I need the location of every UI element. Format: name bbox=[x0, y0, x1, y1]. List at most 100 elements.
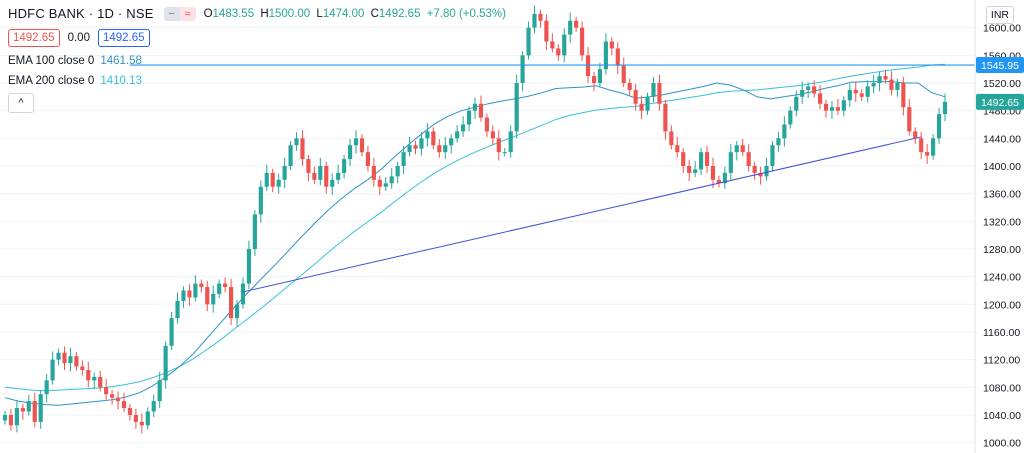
candle bbox=[270, 168, 275, 193]
candle bbox=[704, 145, 710, 173]
candle bbox=[276, 173, 281, 194]
candle bbox=[425, 123, 430, 147]
y-tick-label: 1040.00 bbox=[983, 410, 1021, 422]
minus-icon[interactable]: − bbox=[163, 6, 180, 21]
candle bbox=[32, 392, 37, 428]
candle bbox=[324, 161, 329, 194]
candle bbox=[359, 134, 365, 157]
candle bbox=[901, 76, 906, 116]
candle bbox=[383, 177, 388, 191]
candle bbox=[806, 82, 811, 99]
series-icons[interactable]: − ≈ bbox=[163, 6, 196, 21]
candle bbox=[121, 392, 127, 413]
y-tick-label: 1520.00 bbox=[983, 78, 1021, 90]
ema200-path bbox=[4, 63, 946, 392]
candle bbox=[44, 374, 49, 403]
candle bbox=[913, 127, 918, 144]
candle bbox=[490, 125, 495, 146]
last-price-badge-bg bbox=[976, 93, 1024, 110]
candle bbox=[371, 157, 376, 187]
candle bbox=[151, 394, 156, 418]
candle bbox=[871, 74, 876, 94]
candle bbox=[812, 80, 817, 98]
candle bbox=[312, 166, 317, 184]
candle bbox=[466, 106, 472, 132]
candle bbox=[657, 74, 662, 111]
ema100-path bbox=[4, 81, 946, 406]
candle bbox=[925, 143, 930, 164]
candle bbox=[591, 71, 597, 92]
candle bbox=[163, 341, 168, 389]
y-tick-label: 1400.00 bbox=[983, 161, 1021, 173]
ema-100-label: EMA 100 close 0 bbox=[8, 55, 95, 67]
candle bbox=[675, 136, 680, 158]
candle bbox=[931, 134, 936, 160]
candle bbox=[228, 278, 234, 326]
candle bbox=[80, 360, 85, 376]
candle bbox=[347, 139, 353, 166]
spread-value: 0.00 bbox=[67, 32, 90, 44]
candle bbox=[252, 210, 257, 256]
candle bbox=[169, 311, 174, 350]
candle bbox=[544, 14, 549, 50]
wave-icon[interactable]: ≈ bbox=[179, 6, 196, 21]
candle bbox=[20, 403, 25, 420]
symbol-title[interactable]: HDFC BANK · 1D · NSE bbox=[8, 6, 154, 21]
ema-200-value: 1410.13 bbox=[100, 75, 142, 87]
candle bbox=[193, 275, 198, 302]
sell-price-box[interactable]: 1492.65 bbox=[8, 29, 60, 47]
candle bbox=[788, 106, 793, 129]
candle bbox=[330, 173, 335, 196]
candle bbox=[740, 139, 745, 157]
candle bbox=[306, 154, 311, 182]
candle bbox=[449, 134, 454, 154]
last-price-badge: 1492.65 bbox=[981, 97, 1019, 109]
candle bbox=[187, 284, 192, 306]
candle bbox=[758, 166, 763, 185]
candle bbox=[746, 143, 751, 172]
ema-200-line bbox=[4, 63, 946, 392]
candle bbox=[722, 166, 727, 189]
ema-100-legend[interactable]: EMA 100 close 0 1461.58 bbox=[8, 55, 142, 67]
candle bbox=[538, 9, 543, 28]
candle bbox=[526, 21, 531, 60]
currency-selector[interactable]: INR bbox=[985, 6, 1014, 24]
candle bbox=[847, 83, 852, 108]
candle bbox=[62, 346, 67, 371]
candle bbox=[835, 98, 840, 115]
ema-200-label: EMA 200 close 0 bbox=[8, 75, 95, 87]
candle bbox=[98, 370, 103, 392]
y-tick-label: 1160.00 bbox=[983, 327, 1020, 339]
collapse-legend-button[interactable]: ^ bbox=[8, 93, 34, 113]
candle bbox=[353, 130, 359, 154]
y-tick-label: 1360.00 bbox=[983, 189, 1021, 201]
candle bbox=[246, 240, 252, 290]
candle bbox=[841, 96, 846, 117]
candle bbox=[693, 161, 698, 178]
candle bbox=[258, 180, 263, 223]
candle bbox=[133, 408, 138, 429]
y-tick-label: 1080.00 bbox=[983, 382, 1021, 394]
ema-200-legend[interactable]: EMA 200 close 0 1410.13 bbox=[8, 75, 142, 87]
trendline[interactable] bbox=[242, 136, 922, 293]
y-tick-label: 1240.00 bbox=[983, 272, 1021, 284]
horizontal-line-badge-bg bbox=[976, 57, 1024, 74]
candle bbox=[496, 130, 501, 161]
candle bbox=[127, 403, 133, 421]
candle bbox=[181, 286, 186, 308]
candle bbox=[865, 80, 870, 103]
candle bbox=[508, 125, 513, 158]
candle bbox=[752, 161, 757, 180]
price-grid bbox=[0, 27, 975, 444]
candle bbox=[550, 33, 555, 53]
candle bbox=[26, 394, 31, 416]
high-label: H bbox=[260, 7, 269, 20]
candle bbox=[770, 141, 775, 172]
candle bbox=[110, 390, 115, 405]
candle bbox=[223, 277, 228, 293]
buy-price-box[interactable]: 1492.65 bbox=[97, 29, 150, 47]
candle bbox=[627, 78, 632, 96]
price-axis[interactable]: 1000.00 1040.00 1080.00 1120.00 1160.00 1200.… bbox=[974, 0, 1024, 453]
open-label: O bbox=[203, 7, 213, 20]
